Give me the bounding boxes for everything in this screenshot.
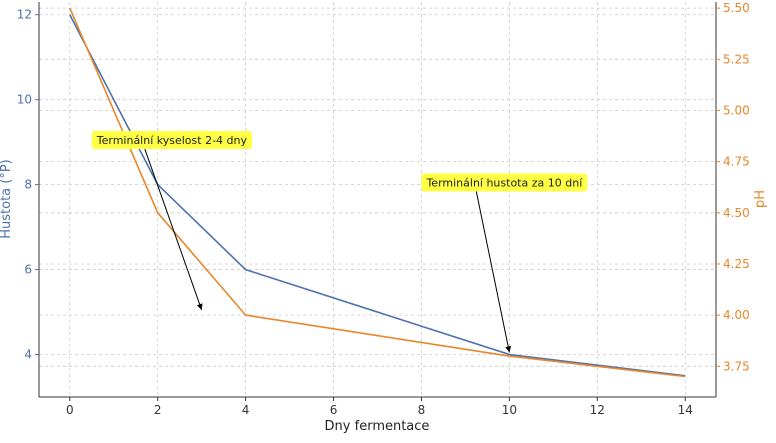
y-left-tick-label: 10 [17,93,32,107]
annotation-1: Terminální kyselost 2-4 dny [91,131,253,311]
x-tick-label: 0 [66,403,74,417]
annotation-box [421,173,588,192]
x-tick-label: 12 [590,403,605,417]
annotations-group: Terminální kyselost 2-4 dny Terminální hu… [91,131,588,353]
series-group [69,7,686,378]
y-right-tick-label: 5.25 [723,52,750,66]
ph-series-line [69,7,686,378]
annotation-text: Terminální kyselost 2-4 dny [96,134,248,147]
y-right-tick-label: 4.50 [723,206,750,220]
annotation-box [91,131,253,150]
annotation-arrow [144,148,203,311]
annotation-text: Terminální hustota za 10 dní [425,177,583,190]
x-tick-label: 4 [242,403,250,417]
y-right-tick-label: 4.25 [723,257,750,271]
x-tick-label: 8 [418,403,426,417]
y-left-tick-label: 12 [17,8,32,22]
density-series-line [69,14,686,377]
y-right-tick-label: 3.75 [723,359,750,373]
y-left-tick-label: 4 [24,348,32,362]
axes-group: 0 2 4 6 8 10 12 14 4 6 8 10 12 3.75 4.00 4.25 4.50 4.75 5.… [17,1,750,417]
y-left-axis-label: Hustota (°P) [0,159,14,239]
x-tick-label: 2 [154,403,162,417]
y-right-tick-label: 4.00 [723,308,750,322]
y-right-axis-label: pH [753,190,768,208]
y-right-tick-label: 4.75 [723,155,750,169]
annotation-2: Terminální hustota za 10 dní [421,173,588,353]
grid-lines [39,2,716,397]
y-right-tick-label: 5.00 [723,103,750,117]
y-right-tick-label: 5.50 [723,1,750,15]
x-tick-label: 6 [330,403,338,417]
y-left-tick-label: 8 [24,178,32,192]
annotation-arrow [475,191,512,353]
x-axis-label: Dny fermentace [325,419,430,434]
x-tick-label: 10 [502,403,517,417]
y-left-tick-label: 6 [24,263,32,277]
x-tick-label: 14 [678,403,693,417]
